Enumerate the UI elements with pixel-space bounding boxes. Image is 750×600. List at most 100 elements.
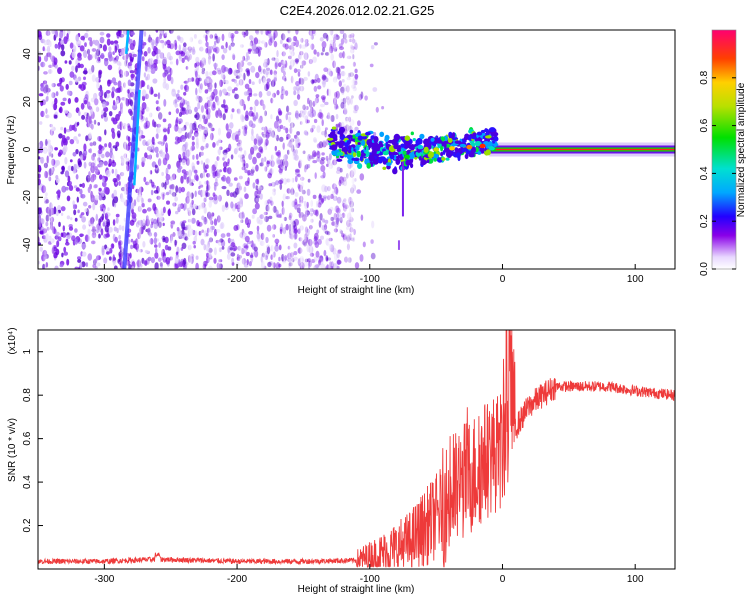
spectrogram-cell [61,252,64,258]
spectrogram-cell [275,151,280,157]
spectrogram-cell [119,121,123,128]
spectrogram-cell [400,143,406,148]
spectrogram-cell [252,116,257,122]
spectrogram-cell [259,193,264,200]
spectrogram-cell [85,262,89,267]
spectrogram-cell [332,35,338,39]
spectrogram-cell [282,60,287,65]
spectrogram-cell [170,220,176,225]
spectrogram-cell [105,247,109,252]
spectrogram-cell [123,153,128,159]
spectrogram-cell [155,133,159,139]
spectrogram-cell [247,61,253,66]
spectrogram-cell [74,266,79,269]
spectrogram-cell [351,177,355,185]
spectrogram-cell [142,241,146,248]
spectrogram-cell [184,202,188,210]
spectrogram-cell [477,151,482,155]
spectrogram-cell [242,55,246,62]
spectrogram-cell [129,59,134,63]
spectrogram-cell [200,105,204,113]
spectrogram-cell [181,146,186,153]
spectrogram-cell [331,183,337,190]
spectrogram-cell [354,104,359,111]
spectrogram-cell [205,164,210,170]
spectrogram-cell [339,30,345,35]
spectrogram-cell [95,213,99,221]
spectrogram-cell [146,84,150,90]
spectrogram-cell [197,190,202,196]
spectrogram-cell [293,229,298,234]
spectrogram-cell [283,126,286,131]
spectrogram-cell [50,30,54,269]
spectrogram-cell [224,80,229,85]
spectrogram-cell [351,184,357,192]
spectrogram-cell [169,43,175,50]
spectrogram-cell [103,186,109,194]
spectrogram-cell [211,70,217,76]
spectrogram-cell [106,251,110,255]
colorbar-tick-label: 0.0 [699,262,710,276]
spectrogram-cell [314,98,318,106]
spectrogram-cell [333,36,336,43]
spectrogram-cell [143,31,147,37]
spectrogram-cell [319,37,324,42]
spectrogram-cell [55,91,59,97]
spectrogram-cell [49,207,55,216]
spectrogram-cell [164,181,167,190]
spectrogram-cell [43,162,49,169]
spectrogram-cell [354,262,360,269]
spectrogram-cell [68,80,73,86]
spectrogram-cell [309,30,312,269]
spectrogram-cell [349,97,353,105]
spectrogram-cell [238,30,242,269]
spectrogram-cell [63,251,68,256]
spectrogram-cell [43,71,48,75]
spectrogram-cell [294,168,300,173]
spectrogram-cell [296,207,301,214]
spectrogram-cell [285,113,289,121]
spectrogram-cell [120,102,124,110]
spectrogram-cell [231,108,235,113]
spectrogram-cell [71,51,76,58]
spectrogram-cell [124,144,128,150]
spectrogram-cell [297,228,301,234]
spectrogram-cell [226,232,231,237]
snr-series-line [38,330,675,568]
spectrogram-cell [133,199,137,207]
spectrogram-cell [189,122,194,131]
spectrogram-cell [93,166,98,171]
spectrogram-cell [310,79,315,85]
spectrogram-cell [352,109,358,114]
spectrogram-cell [161,193,165,200]
spectrogram-cell [51,30,56,35]
spectrogram-cell [362,241,366,248]
spectrogram-cell [111,127,115,133]
spectrogram-cell [315,94,320,98]
spectrogram-cell [51,92,56,99]
spectrogram-cell [108,142,112,149]
spectrogram-cell [231,53,236,60]
spectrogram-cell [162,118,167,123]
spectrogram-cell [294,141,299,149]
spectrogram-cell [341,179,345,186]
spectrogram-cell [38,156,41,160]
spectrogram-cell [118,224,122,231]
spectrogram-cell [143,51,148,57]
spectrogram-cell [336,265,340,269]
spectrogram-cell [354,68,358,74]
spectrogram-cell [321,224,326,231]
spectrogram-cell [157,92,161,100]
spectrogram-cell [63,127,67,134]
spectrogram-cell [325,155,329,161]
spectrogram-cell [282,227,287,235]
spectrogram-cell [287,149,290,155]
spectrogram-cell [73,185,78,189]
spectrogram-cell [55,235,59,240]
spectrogram-cell [162,128,168,133]
spectrogram-cell [314,172,317,180]
spectrogram-cell [129,70,135,74]
spectrogram-cell [271,181,276,187]
spectrogram-cell [336,152,344,156]
spectrogram-cell [255,197,260,202]
